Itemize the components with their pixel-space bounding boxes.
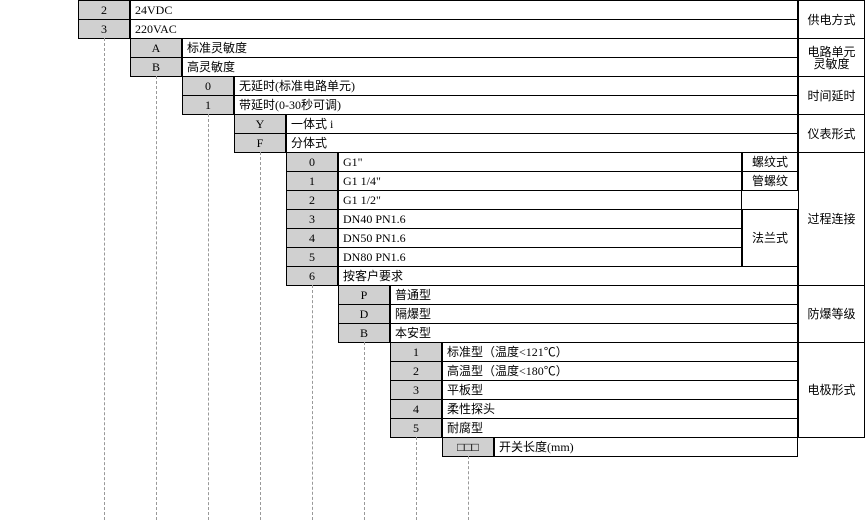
dash-line <box>208 114 209 520</box>
code-cell: 4 <box>286 228 338 248</box>
desc-cell: DN80 PN1.6 <box>338 247 742 267</box>
desc-cell: 标准灵敏度 <box>182 38 798 58</box>
category-cell: 电极形式 <box>798 342 865 438</box>
code-cell: 2 <box>390 361 442 381</box>
category-cell: 仪表形式 <box>798 114 865 153</box>
sub-cat-cell: 管螺纹 <box>742 171 798 191</box>
desc-cell: 带延时(0-30秒可调) <box>234 95 798 115</box>
code-cell: 1 <box>390 342 442 362</box>
desc-cell: 分体式 <box>286 133 798 153</box>
desc-cell: 柔性探头 <box>442 399 798 419</box>
desc-cell: 平板型 <box>442 380 798 400</box>
code-cell: 0 <box>286 152 338 172</box>
desc-cell: 本安型 <box>390 323 798 343</box>
sub-cat-cell: 螺纹式 <box>742 152 798 172</box>
code-cell: 4 <box>390 399 442 419</box>
desc-cell: G1 1/4" <box>338 171 742 191</box>
dash-line <box>416 437 417 520</box>
code-cell: 3 <box>286 209 338 229</box>
desc-cell: G1 1/2" <box>338 190 742 210</box>
desc-cell: G1" <box>338 152 742 172</box>
category-cell: 电路单元灵敏度 <box>798 38 865 77</box>
desc-cell: DN50 PN1.6 <box>338 228 742 248</box>
desc-cell: 标准型（温度<121℃） <box>442 342 798 362</box>
category-cell: 时间延时 <box>798 76 865 115</box>
code-cell: A <box>130 38 182 58</box>
desc-cell: 高灵敏度 <box>182 57 798 77</box>
sub-cat-cell: 法兰式 <box>742 209 798 267</box>
code-cell: 1 <box>286 171 338 191</box>
category-cell: 过程连接 <box>798 152 865 286</box>
code-cell: 3 <box>390 380 442 400</box>
desc-cell: 普通型 <box>390 285 798 305</box>
code-cell: B <box>130 57 182 77</box>
desc-cell: 耐腐型 <box>442 418 798 438</box>
code-cell: F <box>234 133 286 153</box>
code-cell: 0 <box>182 76 234 96</box>
dash-line <box>364 342 365 520</box>
code-cell: P <box>338 285 390 305</box>
dash-line <box>468 456 469 520</box>
dash-line <box>260 152 261 520</box>
code-cell: Y <box>234 114 286 134</box>
code-cell: 6 <box>286 266 338 286</box>
code-cell: 5 <box>286 247 338 267</box>
desc-cell: 一体式 i <box>286 114 798 134</box>
dash-line <box>312 285 313 520</box>
desc-cell: 无延时(标准电路单元) <box>234 76 798 96</box>
code-cell: B <box>338 323 390 343</box>
code-cell: 1 <box>182 95 234 115</box>
desc-cell: 220VAC <box>130 19 798 39</box>
code-cell: 2 <box>78 0 130 20</box>
desc-cell: DN40 PN1.6 <box>338 209 742 229</box>
desc-cell: 开关长度(mm) <box>494 437 798 457</box>
desc-cell: 高温型（温度<180℃） <box>442 361 798 381</box>
desc-cell: 隔爆型 <box>390 304 798 324</box>
dash-line <box>104 38 105 520</box>
desc-cell: 24VDC <box>130 0 798 20</box>
code-cell: D <box>338 304 390 324</box>
desc-cell: 按客户要求 <box>338 266 798 286</box>
category-cell: 供电方式 <box>798 0 865 39</box>
code-cell: 5 <box>390 418 442 438</box>
code-cell: 3 <box>78 19 130 39</box>
dash-line <box>156 76 157 520</box>
category-cell: 防爆等级 <box>798 285 865 343</box>
code-cell: □□□ <box>442 437 494 457</box>
code-cell: 2 <box>286 190 338 210</box>
